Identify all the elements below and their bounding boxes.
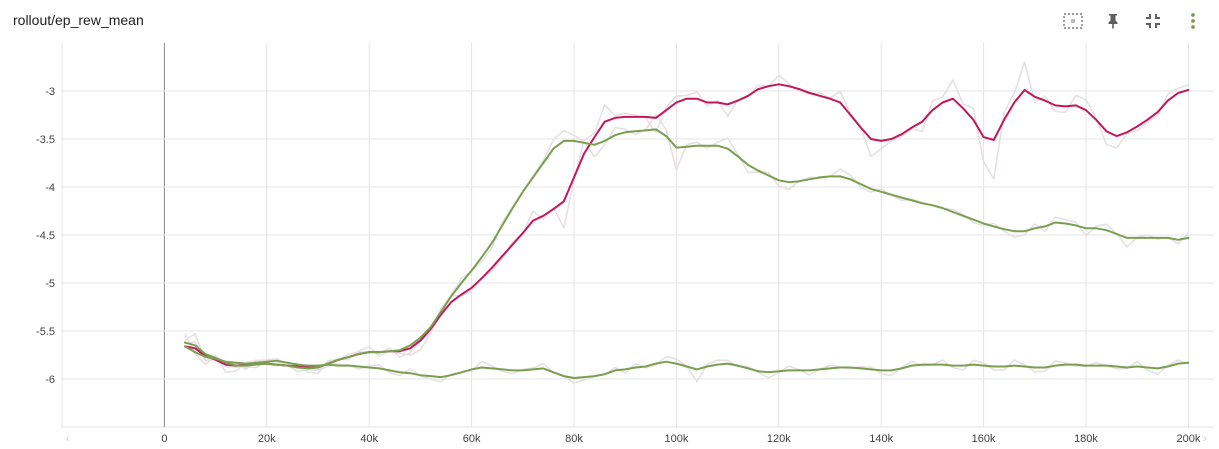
x-axis-left-arrow-icon: ‹ <box>66 433 70 445</box>
fit-domain-button[interactable] <box>1055 9 1091 33</box>
x-tick-label: 180k <box>1074 433 1098 445</box>
x-tick-label: 60k <box>463 433 481 445</box>
y-tick-label: -5.5 <box>36 326 55 338</box>
y-tick-label: -5 <box>45 278 55 290</box>
x-tick-label: 140k <box>869 433 893 445</box>
x-tick-label: 40k <box>360 433 378 445</box>
series-raw-line <box>184 333 1189 384</box>
series-raw-line <box>184 61 1189 375</box>
series-raw-line <box>184 113 1189 373</box>
x-tick-label: 160k <box>972 433 996 445</box>
y-tick-label: -4.5 <box>36 230 55 242</box>
series-line <box>183 128 1190 370</box>
chart-title: rollout/ep_rew_mean <box>13 12 144 28</box>
collapse-icon <box>1146 14 1160 28</box>
y-tick-label: -3.5 <box>36 134 55 146</box>
x-tick-label: 80k <box>565 433 583 445</box>
pin-button[interactable] <box>1095 9 1131 33</box>
more-options-button[interactable] <box>1175 9 1211 33</box>
y-tick-label: -4 <box>45 182 55 194</box>
more-vert-icon <box>1191 13 1195 29</box>
x-axis-right-arrow-icon: › <box>1203 433 1207 445</box>
x-tick-label: 200k <box>1176 433 1200 445</box>
x-tick-label: 100k <box>664 433 688 445</box>
x-tick-label: 20k <box>258 433 276 445</box>
chart-toolbar <box>1055 9 1211 33</box>
x-tick-label: 0 <box>161 433 167 445</box>
fit-domain-icon <box>1063 13 1083 29</box>
y-tick-label: -6 <box>45 374 55 386</box>
series-line <box>183 345 1190 379</box>
x-tick-label: 120k <box>767 433 791 445</box>
pin-icon <box>1108 14 1118 29</box>
y-tick-label: -3 <box>45 86 55 98</box>
collapse-button[interactable] <box>1135 9 1171 33</box>
